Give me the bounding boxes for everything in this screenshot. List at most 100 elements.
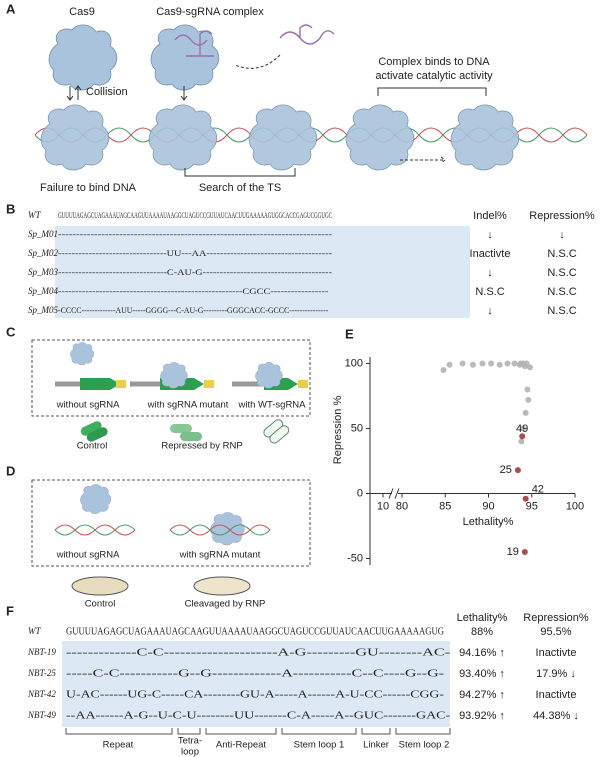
point <box>459 360 466 367</box>
cas9 <box>70 342 95 366</box>
terminator <box>116 380 126 388</box>
cas9 <box>80 484 112 514</box>
sequence: GUUUUAGAGCUAGAAAUAGCAAGUUAAAAUAAGGCUAGUC… <box>58 210 332 220</box>
panel-label: F <box>6 603 14 618</box>
row-name: Sp_M02 <box>28 248 58 258</box>
point <box>521 549 528 555</box>
condition: with sgRNA mutant <box>147 400 229 411</box>
condition: without sgRNA <box>56 550 120 561</box>
repression: N.S.C <box>547 248 576 260</box>
panel-f: F Lethality% Repression% Repeat Tetra- l… <box>6 603 589 757</box>
row-name: NBT-25 <box>27 668 56 678</box>
lethality: 94.27% ↑ <box>459 689 505 701</box>
repression: N.S.C <box>547 305 576 317</box>
row-name: NBT-42 <box>27 689 56 699</box>
point <box>496 361 503 368</box>
point <box>446 361 453 368</box>
sgrna <box>174 30 214 57</box>
row-name: WT <box>28 626 41 636</box>
region: Stem loop 2 <box>399 740 450 751</box>
x-tick-label: 80 <box>396 500 408 512</box>
bracket <box>184 168 296 177</box>
axis-break <box>388 488 400 499</box>
result: Repressed by RNP <box>161 441 242 452</box>
condition: with WT-sgRNA <box>237 400 306 411</box>
arrow <box>234 54 281 69</box>
panel-label: B <box>6 201 15 216</box>
row-name: NBT-49 <box>27 710 56 720</box>
complex-label: Cas9-sgRNA complex <box>156 6 264 18</box>
condition: without sgRNA <box>56 400 120 411</box>
y-tick-label: -50 <box>347 552 363 564</box>
indel: ↓ <box>487 305 493 317</box>
point <box>527 364 534 371</box>
cas9-on-dna <box>148 104 218 171</box>
condition: with sgRNA mutant <box>179 550 261 561</box>
point <box>518 438 525 445</box>
y-axis-label: Repression % <box>332 396 344 465</box>
region: Linker <box>363 740 389 751</box>
point <box>525 396 532 403</box>
point <box>479 360 486 367</box>
result: Cleavaged by RNP <box>185 599 266 610</box>
dna <box>54 524 271 536</box>
search-label: Search of the TS <box>199 182 281 194</box>
panel-label: C <box>6 324 16 339</box>
petri-dish <box>193 576 251 596</box>
repression: 17.9% ↓ <box>536 668 576 680</box>
region-brackets <box>65 728 451 735</box>
region: Stem loop 1 <box>294 740 345 751</box>
row-name: WT <box>28 210 41 220</box>
indel: ↓ <box>487 229 493 241</box>
gene <box>80 378 298 390</box>
region: Anti-Repeat <box>216 740 267 751</box>
sequence: --------------------------------C-AU-G--… <box>58 267 332 277</box>
row-name: Sp_M01 <box>28 229 58 239</box>
header: Repression% <box>523 612 589 624</box>
petri-dish <box>71 576 129 596</box>
repression: ↓ <box>559 229 565 241</box>
repression: 44.38% ↓ <box>533 710 579 722</box>
point <box>524 386 531 393</box>
x-tick-label: 100 <box>566 500 584 512</box>
point <box>440 367 447 373</box>
shade <box>55 226 470 318</box>
arrows <box>66 85 188 101</box>
free-sgrna <box>279 24 335 45</box>
terminator <box>298 380 308 388</box>
row-name: Sp_M05 <box>28 305 58 315</box>
row-name: Sp_M04 <box>28 286 58 296</box>
point <box>488 360 495 367</box>
panel-a: A Cas9 Cas9-sgRNA complex Collision Comp… <box>6 1 588 194</box>
x-tick-label: 85 <box>439 500 451 512</box>
sequence: --AA------A-G--U-C-U--------UU-------C-A… <box>66 710 450 721</box>
header: Indel% <box>473 210 507 222</box>
x-tick-label: 90 <box>482 500 494 512</box>
sequence: ----------------------------------------… <box>58 229 332 239</box>
lethality: 88% <box>471 626 493 638</box>
x-tick-label: 95 <box>526 500 538 512</box>
header: Lethality% <box>457 612 508 624</box>
sequence: -CCCC-------------AUU-----GGGG---C-AU-G-… <box>58 305 329 315</box>
indel: Inactivte <box>470 248 511 260</box>
cas9-on-dna <box>40 104 110 171</box>
arrow <box>400 156 446 164</box>
lethality: 94.16% ↑ <box>459 647 505 659</box>
panel-label: D <box>6 463 15 478</box>
shade <box>62 641 450 727</box>
collision-label: Collision <box>86 86 128 98</box>
cas9 <box>160 362 188 389</box>
failure-label: Failure to bind DNA <box>40 182 137 194</box>
result: Control <box>77 441 108 452</box>
terminator <box>204 380 214 388</box>
bracket <box>377 87 487 96</box>
point <box>514 467 521 474</box>
sequence: U-AC------UG-C-----CA--------GU-A-----A-… <box>66 689 444 700</box>
sequence: --------------------------------UU---AA-… <box>58 248 332 258</box>
y-tick-label: 50 <box>351 422 363 434</box>
cas9-on-dna <box>345 104 415 171</box>
header: Repression% <box>529 210 595 222</box>
point <box>520 425 527 432</box>
indel: ↓ <box>487 267 493 279</box>
